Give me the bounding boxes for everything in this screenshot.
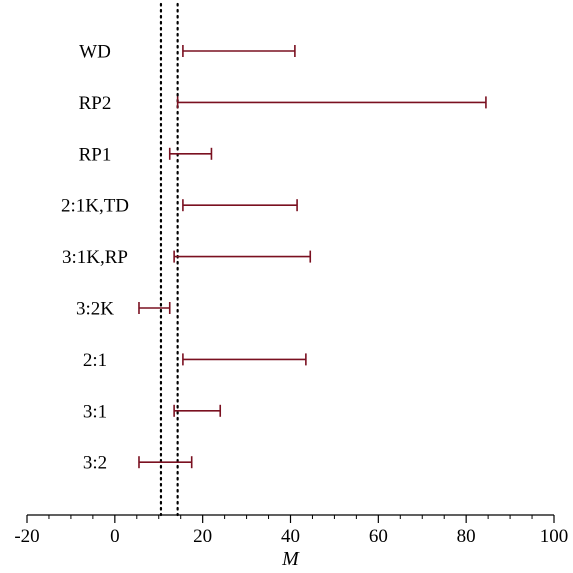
category-label: 3:1 [83,401,107,422]
interval-5 [173,250,312,263]
x-tick-label: 0 [110,526,120,547]
category-label: 3:2K [76,299,114,320]
x-tick-label: 20 [193,526,212,547]
x-tick-label: 80 [457,526,476,547]
category-labels: WD RP2 RP1 2:1K,TD 3:1K,RP 3:2K 2:1 3:1 3:2 [61,42,129,474]
category-label: RP2 [79,93,112,114]
interval-7 [182,353,307,366]
category-label: WD [79,42,111,63]
category-label: 3:1K,RP [62,247,128,268]
x-tick-label: 60 [369,526,388,547]
interval-1 [182,45,296,57]
interval-8 [173,404,222,417]
category-label: 2:1 [83,350,107,371]
category-label: 3:2 [83,453,107,474]
reference-lines [159,2,179,517]
interval-9 [138,456,193,469]
x-tick-label: 40 [281,526,300,547]
x-tick-label: -20 [14,526,39,547]
x-tick-label: 100 [540,526,569,547]
interval-6 [138,302,171,314]
interval-series [138,45,487,469]
x-axis-title: M [281,548,300,570]
category-label: 2:1K,TD [61,196,129,217]
interval-4 [182,199,298,212]
interval-2 [176,96,487,109]
interval-3 [168,147,213,160]
category-label: RP1 [79,144,112,165]
x-axis: -20 0 20 40 60 80 100 [14,514,569,547]
